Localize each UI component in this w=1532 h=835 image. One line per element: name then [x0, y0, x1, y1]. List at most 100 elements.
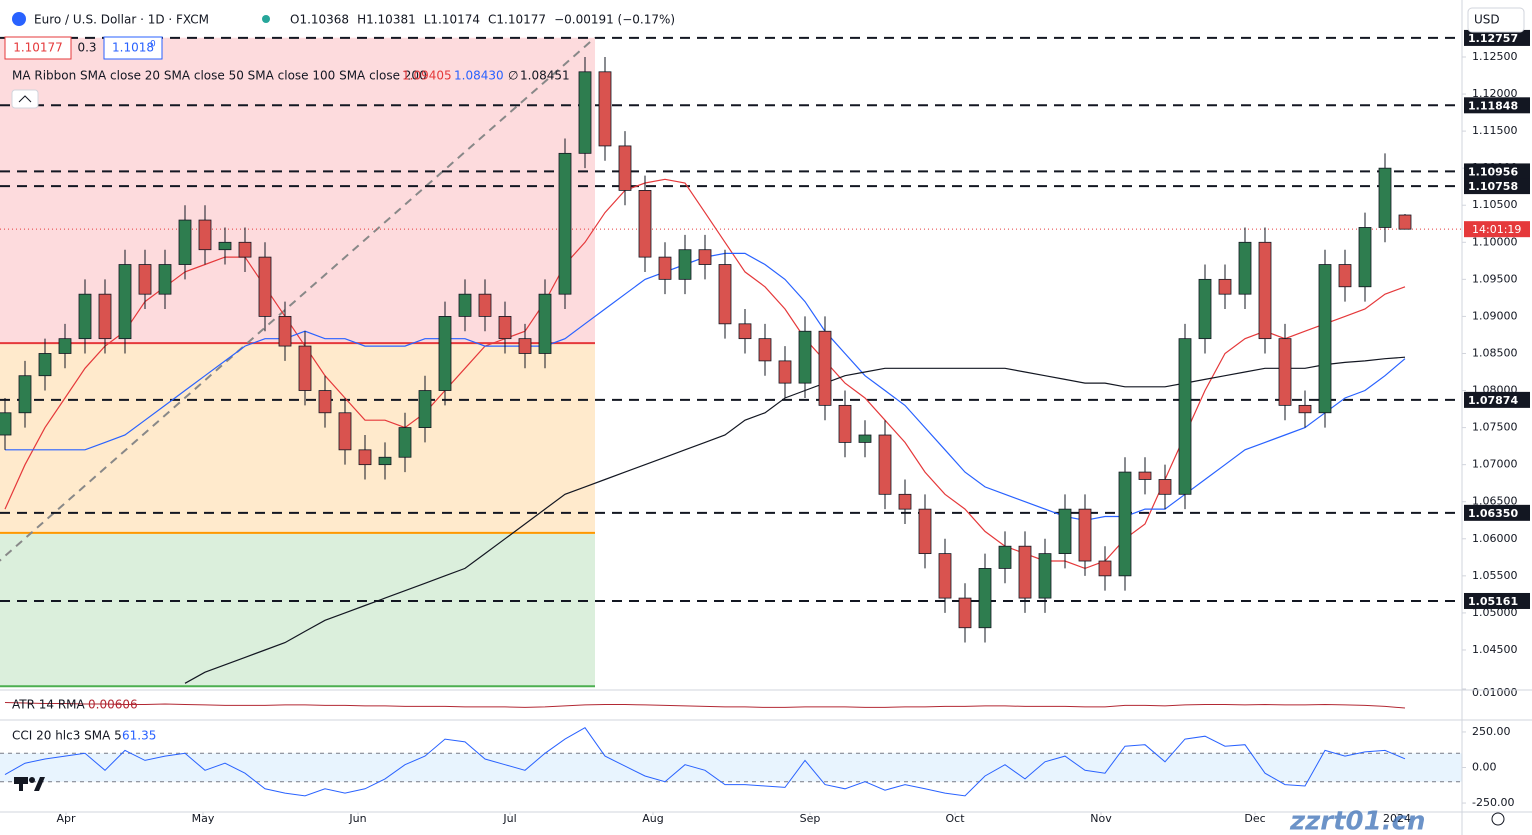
countdown: 14:01:19	[1472, 223, 1521, 236]
level-label-box	[1464, 178, 1530, 195]
cci-pane	[0, 727, 1462, 797]
candle-body	[998, 545, 1012, 569]
symbol-title[interactable]: Euro / U.S. Dollar · 1D · FXCM	[34, 13, 209, 27]
candle-body	[758, 338, 772, 362]
candle-body	[1318, 264, 1332, 414]
candle-body	[598, 71, 612, 147]
x-tick-label: May	[192, 812, 215, 825]
candle-body	[1278, 338, 1292, 406]
tradingview-logo[interactable]	[14, 777, 45, 791]
candle-body	[1378, 167, 1392, 228]
candle-body	[18, 375, 32, 414]
candle-body	[258, 256, 272, 317]
candle-body	[398, 427, 412, 458]
candle-body	[858, 434, 872, 443]
price-pane	[0, 36, 1462, 688]
axes: 1.04500 1.05000 1.05500 1.06000 1.06500 1.070…	[56, 29, 1530, 825]
level-label: 1.06350	[1468, 507, 1518, 520]
candle-body	[1138, 471, 1152, 480]
tool-label: 1.10177	[13, 41, 63, 55]
y-tick-label: 1.06500	[1472, 495, 1518, 508]
candle-body	[1338, 264, 1352, 288]
candle-body	[578, 71, 592, 154]
candle-body	[978, 568, 992, 629]
ma-value: 1.08451	[520, 69, 570, 83]
level-label: 1.12757	[1468, 32, 1518, 45]
tool-box	[4, 36, 72, 60]
currency[interactable]: USD	[1474, 13, 1500, 27]
y-tick-label: 1.05000	[1472, 606, 1518, 619]
y-tick-label: 1.06000	[1472, 532, 1518, 545]
candle-body	[798, 330, 812, 384]
level-label-box	[1464, 163, 1530, 180]
candle-body	[78, 293, 92, 340]
atr-line	[4, 702, 1406, 709]
candle-body	[498, 316, 512, 340]
candle-body	[1078, 508, 1092, 562]
market-status	[262, 15, 270, 23]
y-tick-label: 1.11500	[1472, 124, 1518, 137]
candle-body	[138, 264, 152, 295]
candle-body	[218, 241, 232, 251]
cci-value: 61.35	[122, 729, 156, 743]
candle-body	[1298, 404, 1312, 414]
cci-band	[0, 753, 1462, 782]
candle-body	[98, 293, 112, 340]
candle-body	[438, 316, 452, 391]
tool-label: 0	[150, 40, 156, 50]
x-tick-label: Nov	[1090, 812, 1112, 825]
tool-label: 1.1018	[112, 41, 154, 55]
candle-body	[298, 345, 312, 391]
x-tick-label: Jul	[502, 812, 516, 825]
x-tick-label: 2024	[1383, 812, 1411, 825]
candle-body	[418, 390, 432, 429]
candle-body	[538, 293, 552, 354]
ma-empty: ∅	[508, 69, 518, 83]
candle-body	[1258, 241, 1272, 340]
cci-line	[4, 727, 1406, 797]
ma-value: 1.09405	[402, 69, 452, 83]
moving-average	[184, 356, 1406, 684]
candle-body	[338, 412, 352, 451]
level-label: 1.11848	[1468, 99, 1518, 112]
level-label: 1.10758	[1468, 180, 1518, 193]
candle-body	[678, 249, 692, 280]
candle-body	[1178, 338, 1192, 495]
watermark: zzrt01.cn	[1289, 807, 1426, 835]
level-label-box	[1464, 592, 1530, 609]
atr-title: ATR 14 RMA	[12, 698, 86, 712]
profit-zone	[0, 37, 595, 344]
level-label-box	[1464, 391, 1530, 408]
y-tick-label: 1.07500	[1472, 421, 1518, 434]
y-tick-label: 1.12000	[1472, 87, 1518, 100]
candle-body	[238, 241, 252, 258]
currency-button[interactable]	[1467, 7, 1525, 33]
candle-body	[958, 597, 972, 629]
candle-body	[318, 390, 332, 414]
candle-body	[918, 508, 932, 555]
candle-body	[738, 323, 752, 340]
ohlc-value: C1.10177	[488, 13, 546, 27]
symbol-icon[interactable]	[12, 12, 26, 26]
candle-body	[1238, 241, 1252, 295]
collapse-button[interactable]	[11, 89, 39, 109]
level-label: 1.10956	[1468, 165, 1518, 178]
candle-body	[0, 412, 12, 436]
legend: Euro / U.S. Dollar · 1D · FXCM 1.10177 0…	[4, 7, 1525, 835]
x-tick-label: Aug	[642, 812, 663, 825]
atr-value: 0.00606	[88, 698, 138, 712]
candle-body	[1198, 278, 1212, 340]
settings-icon[interactable]	[1491, 812, 1505, 826]
candle-body	[358, 449, 372, 466]
candle-body	[1358, 227, 1372, 288]
y-tick-label: 1.07000	[1472, 458, 1518, 471]
y-tick-label: 1.05500	[1472, 569, 1518, 582]
candle-body	[938, 553, 952, 599]
candle-body	[158, 264, 172, 295]
y-tick-label: 1.09000	[1472, 309, 1518, 322]
stop-zone	[0, 532, 595, 687]
ma-value: 1.08430	[454, 69, 504, 83]
level-label-box	[1464, 504, 1530, 521]
